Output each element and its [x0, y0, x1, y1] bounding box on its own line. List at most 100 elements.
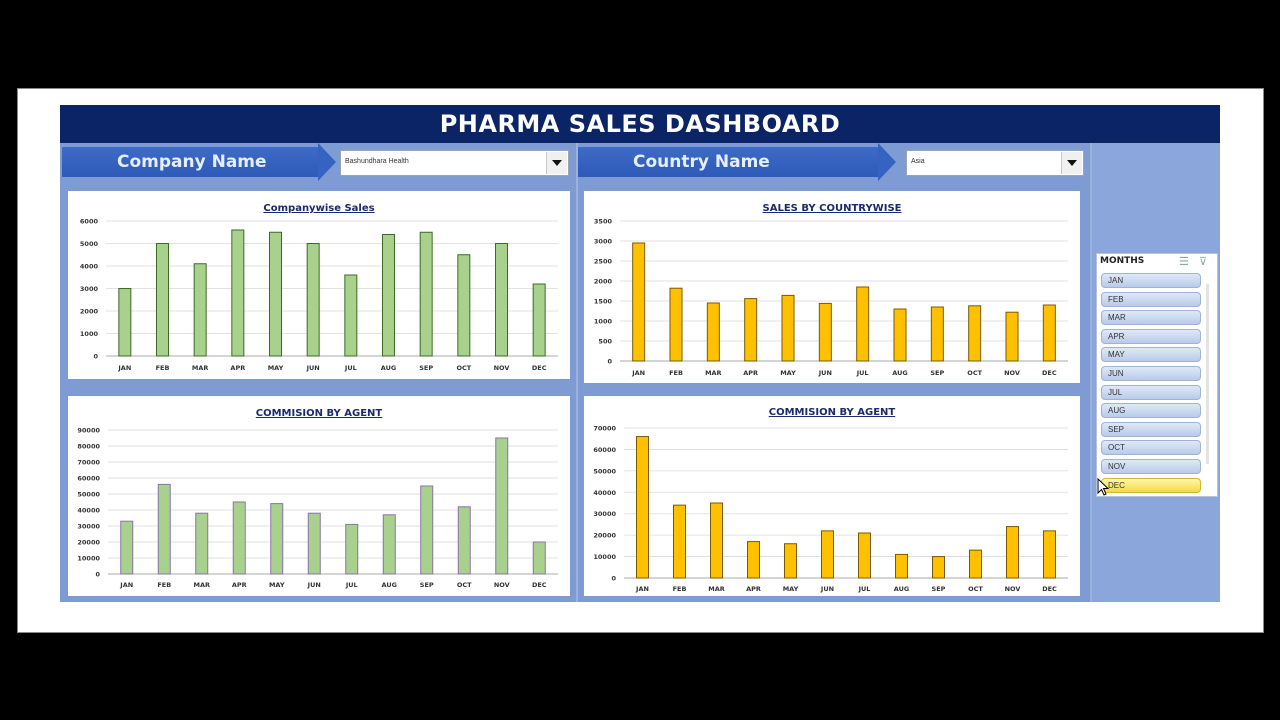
bar-mar [193, 263, 207, 357]
bar-dec [1042, 304, 1056, 362]
y-tick-label: 50000 [77, 491, 100, 499]
y-tick-label: 80000 [77, 443, 100, 451]
bar-feb [156, 243, 169, 357]
slicer-item-apr[interactable]: APR [1101, 328, 1201, 344]
slicer-item-jan[interactable]: JAN [1101, 273, 1201, 288]
bar-nov [1005, 311, 1019, 362]
x-tick-label: AUG [382, 581, 397, 589]
x-tick-label: JAN [635, 585, 649, 593]
slicer-item-dec[interactable]: DEC [1101, 477, 1201, 493]
company-dropdown[interactable]: Bashundhara Health [340, 150, 569, 176]
bar-jul [858, 532, 871, 579]
x-tick-label: APR [746, 585, 761, 593]
y-tick-label: 90000 [77, 427, 100, 435]
chevron-down-icon[interactable] [1061, 152, 1082, 174]
bar-may [269, 231, 282, 357]
x-tick-label: FEB [669, 369, 683, 377]
x-tick-label: MAY [268, 364, 284, 372]
bar-sep [420, 485, 434, 575]
company-name-label-text: Company Name [117, 152, 267, 172]
bar-aug [382, 514, 396, 575]
bar-feb [157, 483, 171, 575]
x-tick-label: JAN [631, 369, 645, 377]
chart-companywise: Companywise Sales 0 1000 2000 3000 4000 5000 60… [68, 191, 570, 379]
y-tick-label: 1500 [594, 298, 613, 306]
bar-oct [457, 506, 471, 575]
multi-select-icon[interactable]: ☰ [1179, 256, 1189, 268]
slicer-scrollbar[interactable] [1206, 284, 1209, 464]
x-tick-label: NOV [494, 364, 510, 372]
bar-dec [1043, 530, 1056, 579]
x-tick-label: MAR [708, 585, 725, 593]
bar-jul [344, 274, 358, 357]
y-tick-label: 10000 [77, 555, 100, 563]
clear-filter-icon[interactable]: ⊽ [1199, 256, 1208, 268]
country-dropdown-value: Asia [911, 158, 925, 165]
y-tick-label: 40000 [77, 507, 100, 515]
x-tick-label: JUL [344, 364, 357, 372]
bar-mar [710, 502, 723, 579]
x-tick-label: JUN [307, 581, 321, 589]
x-tick-label: OCT [968, 585, 983, 593]
slicer-item-oct[interactable]: OCT [1101, 440, 1201, 456]
x-tick-label: APR [232, 581, 247, 589]
slicer-item-nov[interactable]: NOV [1101, 459, 1201, 474]
bar-jun [307, 512, 321, 575]
chart-agent-left: COMMISION BY AGENT 0 10000 20000 30000 40000 5… [68, 396, 570, 596]
sales-by-countrywise-chart: SALES BY COUNTRYWISE 0 500 1000 1500 2000 2500… [594, 203, 1068, 377]
y-tick-label: 10000 [593, 553, 616, 561]
x-tick-label: DEC [532, 581, 547, 589]
chart-countrywise: SALES BY COUNTRYWISE 0 500 1000 1500 2000 2500… [584, 191, 1080, 383]
country-name-label: Country Name [578, 143, 896, 181]
y-tick-label: 0 [95, 571, 100, 579]
bar-oct [968, 305, 982, 362]
slicer-item-jun[interactable]: JUN [1101, 366, 1201, 381]
y-tick-label: 3500 [594, 218, 613, 226]
bar-feb [673, 504, 686, 579]
company-dropdown-value: Bashundhara Health [345, 158, 409, 165]
bar-sep [419, 231, 433, 357]
slicer-item-jul[interactable]: JUL [1101, 384, 1201, 400]
x-tick-label: FEB [157, 581, 171, 589]
slicer-item-feb[interactable]: FEB [1101, 291, 1201, 307]
x-tick-label: OCT [457, 581, 472, 589]
bar-jun [821, 530, 834, 579]
y-tick-label: 30000 [593, 510, 616, 518]
bar-may [781, 294, 795, 362]
bar-feb [669, 287, 683, 362]
y-tick-label: 50000 [593, 467, 616, 475]
x-tick-label: FEB [156, 364, 170, 372]
x-tick-label: JUL [345, 581, 358, 589]
chevron-down-icon[interactable] [546, 152, 567, 174]
slicer-item-sep[interactable]: SEP [1101, 421, 1201, 437]
bar-may [784, 543, 797, 579]
x-tick-label: APR [230, 364, 245, 372]
companywise-sales-chart: Companywise Sales 0 1000 2000 3000 4000 5000 60… [80, 203, 558, 372]
months-slicer[interactable]: MONTHS ☰ ⊽ JAN FEB MAR APR MAY JUN JUL AUG SEP OC… [1096, 253, 1218, 497]
chart-title: COMMISION BY AGENT [769, 407, 896, 418]
slicer-item-may[interactable]: MAY [1101, 347, 1201, 363]
y-tick-label: 60000 [593, 446, 616, 454]
x-tick-label: SEP [932, 585, 946, 593]
y-tick-label: 3000 [594, 238, 613, 246]
bar-oct [969, 549, 982, 579]
x-tick-label: DEC [1042, 369, 1057, 377]
slicer-item-mar[interactable]: MAR [1101, 310, 1201, 326]
x-tick-label: AUG [381, 364, 396, 372]
x-tick-label: JUL [858, 585, 871, 593]
x-tick-label: SEP [930, 369, 944, 377]
bar-jun [306, 243, 320, 357]
bar-jan [118, 288, 132, 357]
country-dropdown[interactable]: Asia [906, 150, 1084, 176]
x-tick-label: MAR [193, 581, 210, 589]
chart-agent-right: COMMISION BY AGENT 0 10000 20000 30000 40000 5… [584, 396, 1080, 596]
x-tick-label: DEC [1042, 585, 1057, 593]
y-tick-label: 20000 [593, 532, 616, 540]
y-tick-label: 30000 [77, 523, 100, 531]
y-tick-label: 4000 [80, 263, 99, 271]
country-name-label-text: Country Name [633, 152, 770, 172]
slicer-item-aug[interactable]: AUG [1101, 403, 1201, 419]
y-tick-label: 0 [93, 353, 98, 361]
bar-dec [532, 283, 546, 357]
bar-mar [706, 302, 720, 362]
